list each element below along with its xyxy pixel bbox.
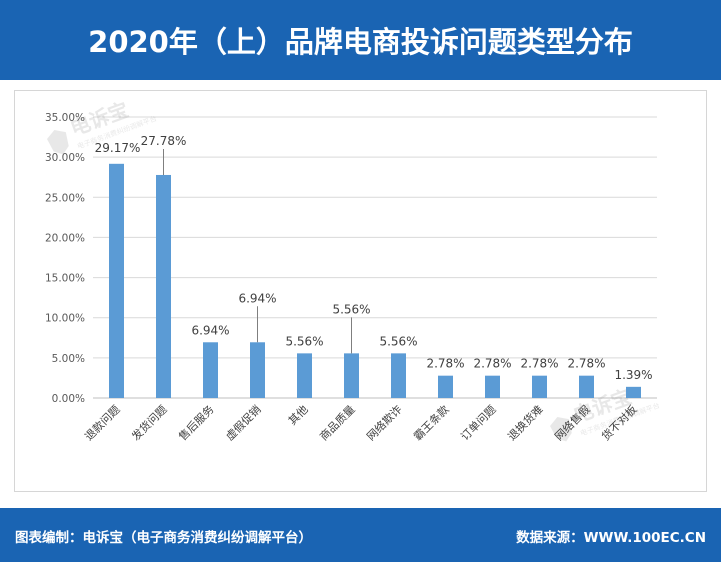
data-label: 2.78%: [520, 357, 558, 371]
data-label: 6.94%: [238, 291, 276, 305]
bar: [438, 375, 453, 398]
y-tick-label: 10.00%: [45, 313, 85, 325]
bar: [485, 375, 500, 398]
data-labels: 29.17% 27.78% 6.94% 6.94% 5.56% 5.56% 5.56% 2.7…: [95, 134, 653, 382]
x-tick-label: 霸王条款: [411, 402, 452, 443]
bar: [391, 353, 406, 398]
x-tick-label: 发货问题: [129, 402, 170, 443]
data-label: 1.39%: [614, 368, 652, 382]
x-tick-label: 退款问题: [82, 402, 123, 443]
bar: [344, 353, 359, 398]
y-tick-label: 25.00%: [45, 192, 85, 204]
gridlines: [93, 116, 657, 399]
data-label: 5.56%: [379, 334, 417, 348]
bar: [250, 342, 265, 398]
x-tick-label: 网络欺诈: [364, 402, 405, 443]
data-label: 2.78%: [473, 357, 511, 371]
y-tick-label: 30.00%: [45, 152, 85, 164]
x-tick-label: 其他: [286, 403, 311, 428]
bars: [109, 163, 641, 398]
footer-banner: 图表编制：电诉宝（电子商务消费纠纷调解平台） 数据来源：WWW.100EC.CN: [0, 508, 721, 562]
y-tick-label: 20.00%: [45, 232, 85, 244]
title-banner: 2020年（上）品牌电商投诉问题类型分布: [0, 0, 721, 80]
data-label: 29.17%: [95, 141, 141, 155]
data-label: 6.94%: [191, 323, 229, 337]
shield-icon: [550, 416, 572, 442]
chart-title: 2020年（上）品牌电商投诉问题类型分布: [88, 25, 633, 59]
bar: [532, 375, 547, 398]
data-label: 2.78%: [426, 357, 464, 371]
y-tick-label: 15.00%: [45, 273, 85, 285]
y-tick-label: 0.00%: [52, 393, 85, 405]
footer-credit: 图表编制：电诉宝（电子商务消费纠纷调解平台）: [15, 530, 312, 546]
y-axis-ticks: 0.00% 5.00% 10.00% 15.00% 20.00% 25.00% 30.00%…: [45, 112, 85, 405]
bar: [297, 353, 312, 398]
chart-area: 电诉宝 电子商务消费纠纷调解平台 电诉宝 电子商务消费纠纷调解平台 0.00% 5.00…: [14, 90, 707, 492]
x-tick-label: 售后服务: [176, 402, 217, 443]
data-label: 2.78%: [567, 357, 605, 371]
x-tick-label: 订单问题: [458, 403, 498, 443]
bar: [156, 174, 171, 398]
shield-icon: [47, 129, 69, 155]
data-label: 5.56%: [285, 334, 323, 348]
data-label: 27.78%: [141, 134, 187, 148]
data-label: 5.56%: [332, 302, 370, 316]
bar: [109, 163, 124, 398]
x-tick-label: 虚假促销: [223, 402, 264, 443]
x-tick-label: 商品质量: [317, 402, 358, 443]
bar: [579, 375, 594, 398]
footer-source: 数据来源：WWW.100EC.CN: [516, 530, 706, 546]
bar: [626, 386, 641, 398]
x-tick-label: 退换货难: [505, 402, 546, 443]
y-tick-label: 5.00%: [52, 353, 85, 365]
y-tick-label: 35.00%: [45, 112, 85, 124]
bar: [203, 342, 218, 398]
